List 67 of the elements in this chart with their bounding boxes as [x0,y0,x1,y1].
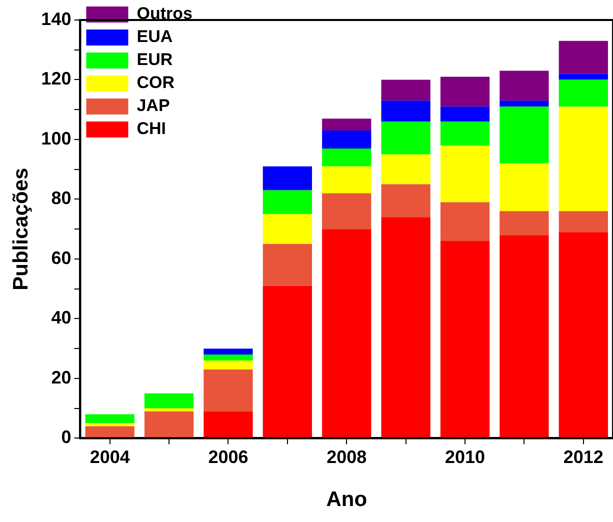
bar [85,426,134,438]
bar [558,106,608,212]
bar [558,74,608,80]
y-tick-label: 120 [41,68,72,89]
bar [381,217,430,438]
bar [500,211,549,236]
bar [204,360,253,370]
y-tick-label: 20 [51,367,72,388]
bar [558,211,608,232]
legend-label: COR [136,73,175,92]
y-tick-label: 140 [41,8,72,29]
bar [500,106,549,164]
bar [500,70,549,101]
legend-label: JAP [136,96,170,116]
x-tick-label: 2004 [90,446,130,467]
x-tick-label: 2010 [444,446,486,467]
bar [558,232,608,438]
bar [381,80,430,101]
bar [440,202,490,242]
legend-label: Outros [136,4,192,24]
legend-label: CHI [136,119,166,138]
bar [440,241,490,438]
bar [204,348,253,355]
bar [440,122,490,146]
bar [322,118,372,131]
x-tick-label: 2006 [208,446,248,467]
bar [440,106,490,122]
bar [381,184,430,218]
bar [500,100,549,107]
bar [381,122,430,154]
y-axis-title: Publicações [9,168,32,290]
y-tick-label: 100 [41,128,72,148]
x-axis-title: Ano [326,488,368,512]
bar [381,100,430,122]
bar [204,369,253,412]
y-tick-label: 80 [51,188,72,208]
bar [262,166,312,190]
bar [322,166,372,194]
bar [440,76,490,107]
legend-label: EUA [136,27,173,46]
bar [85,414,134,424]
y-tick-label: 40 [51,308,72,328]
bar [204,354,253,361]
bar [558,80,608,107]
bar [262,286,312,438]
x-tick-label: 2008 [326,446,367,467]
bar [440,145,490,202]
bar [558,40,608,74]
y-tick-label: 60 [51,248,72,268]
bar [500,163,549,212]
bar [322,229,372,438]
bar [262,214,312,244]
bar [262,190,312,214]
bar [262,244,312,286]
bar [85,423,134,426]
bar [500,235,549,438]
bar [144,408,194,412]
bar [204,411,253,438]
bar [381,154,430,184]
bar [144,393,194,408]
y-tick-label: 0 [61,427,72,448]
bar [322,130,372,148]
legend-label: EUR [136,50,173,70]
bar [322,148,372,166]
x-tick-label: 2012 [563,446,604,467]
bar [322,193,372,230]
bar [144,411,194,438]
